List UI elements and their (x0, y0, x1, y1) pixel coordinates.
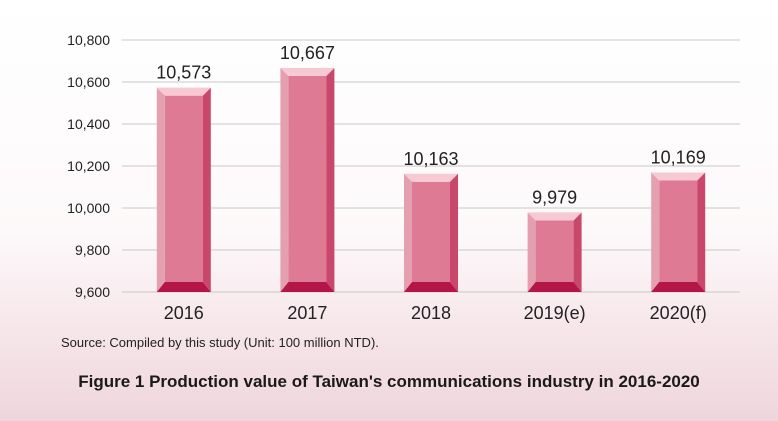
bar-base (404, 282, 458, 292)
y-tick-label: 10,600 (67, 74, 110, 90)
bar-top-bevel (404, 173, 458, 182)
bar-face (659, 180, 698, 282)
bars (156, 67, 706, 293)
x-tick-label: 2016 (164, 303, 204, 323)
value-label: 9,979 (532, 187, 577, 207)
bar-base (156, 282, 211, 292)
bar-left-bevel (156, 87, 165, 292)
bar-left-bevel (280, 67, 289, 293)
y-tick-label: 10,200 (67, 158, 110, 174)
bar (404, 173, 458, 292)
bar-top-bevel (280, 67, 335, 76)
bar-right-bevel (326, 67, 335, 293)
bar-face (164, 95, 203, 282)
bar (527, 212, 582, 292)
bar-left-bevel (404, 173, 412, 292)
bar-right-bevel (202, 87, 211, 292)
x-tick-label: 2017 (287, 303, 327, 323)
y-tick-label: 10,000 (67, 200, 110, 216)
bar-left-bevel (651, 172, 660, 292)
bar-face (412, 181, 450, 282)
bar-top-bevel (156, 87, 211, 96)
bar-right-bevel (450, 173, 458, 292)
bar-right-bevel (573, 212, 582, 292)
y-tick-label: 9,800 (75, 242, 110, 258)
source-note: Source: Compiled by this study (Unit: 10… (61, 335, 379, 350)
bar-base (651, 282, 706, 292)
bar-top-bevel (651, 172, 706, 181)
bar (651, 172, 706, 292)
bar-left-bevel (527, 212, 536, 292)
x-tick-label: 2019(e) (524, 303, 586, 323)
value-labels: 10,573 10,667 10,163 9,979 10,169 (156, 43, 705, 207)
bar (156, 87, 211, 292)
bar (280, 67, 335, 293)
figure-caption: Figure 1 Production value of Taiwan's co… (78, 372, 700, 391)
x-tick-label: 2018 (411, 303, 451, 323)
value-label: 10,163 (403, 149, 458, 169)
y-tick-label: 10,800 (67, 32, 110, 48)
y-tick-label: 10,400 (67, 116, 110, 132)
value-label: 10,573 (156, 63, 211, 83)
bar-face (288, 75, 327, 283)
bar-right-bevel (697, 172, 706, 292)
x-tick-label: 2020(f) (650, 303, 707, 323)
value-label: 10,169 (651, 148, 706, 168)
y-axis: 9,600 9,800 10,000 10,200 10,400 10,600 10,800 (67, 32, 110, 300)
bar-base (527, 282, 582, 292)
bar-top-bevel (527, 212, 582, 221)
bar-base (280, 282, 335, 292)
value-label: 10,667 (280, 43, 335, 63)
y-tick-label: 9,600 (75, 284, 110, 300)
bar-face (535, 220, 574, 282)
x-axis: 2016 2017 2018 2019(e) 2020(f) (164, 303, 707, 323)
